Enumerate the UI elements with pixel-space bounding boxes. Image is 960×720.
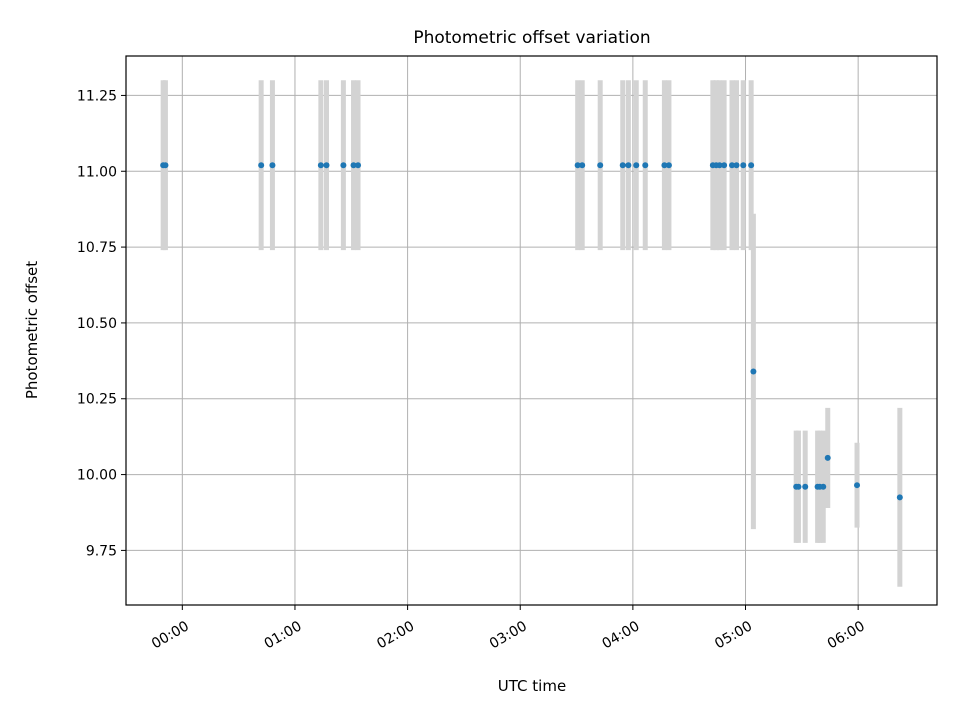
- data-point: [350, 162, 357, 169]
- data-point: [258, 162, 265, 169]
- data-point: [269, 162, 276, 169]
- data-point: [824, 454, 831, 461]
- chart-title: Photometric offset variation: [413, 28, 650, 48]
- data-point: [733, 162, 740, 169]
- y-tick-label: 9.75: [86, 543, 117, 559]
- data-point: [162, 162, 169, 169]
- data-point: [820, 483, 827, 490]
- data-point: [642, 162, 649, 169]
- data-point: [619, 162, 626, 169]
- data-point: [574, 162, 581, 169]
- data-point: [802, 483, 809, 490]
- x-axis-label: UTC time: [498, 677, 566, 695]
- data-point: [740, 162, 747, 169]
- y-tick-label: 11.25: [77, 88, 117, 104]
- point-layer: [160, 162, 903, 501]
- plot-frame: [125, 55, 938, 606]
- data-point: [795, 483, 802, 490]
- y-tick-label: 11.00: [77, 164, 117, 180]
- data-point: [661, 162, 668, 169]
- data-point: [633, 162, 640, 169]
- data-point: [750, 368, 757, 375]
- data-point: [665, 162, 672, 169]
- data-point: [597, 162, 604, 169]
- data-point: [317, 162, 324, 169]
- data-point: [854, 482, 861, 489]
- data-point: [625, 162, 632, 169]
- y-tick-label: 10.00: [77, 468, 117, 484]
- y-axis-label: Photometric offset: [23, 261, 41, 399]
- y-tick-label: 10.75: [77, 240, 117, 256]
- data-point: [323, 162, 330, 169]
- data-point: [728, 162, 735, 169]
- data-point: [716, 162, 723, 169]
- data-point: [721, 162, 728, 169]
- data-point: [355, 162, 362, 169]
- data-point: [579, 162, 586, 169]
- data-point: [340, 162, 347, 169]
- data-point: [748, 162, 755, 169]
- y-tick-label: 10.50: [77, 316, 117, 332]
- y-tick-label: 10.25: [77, 392, 117, 408]
- data-point: [896, 494, 903, 501]
